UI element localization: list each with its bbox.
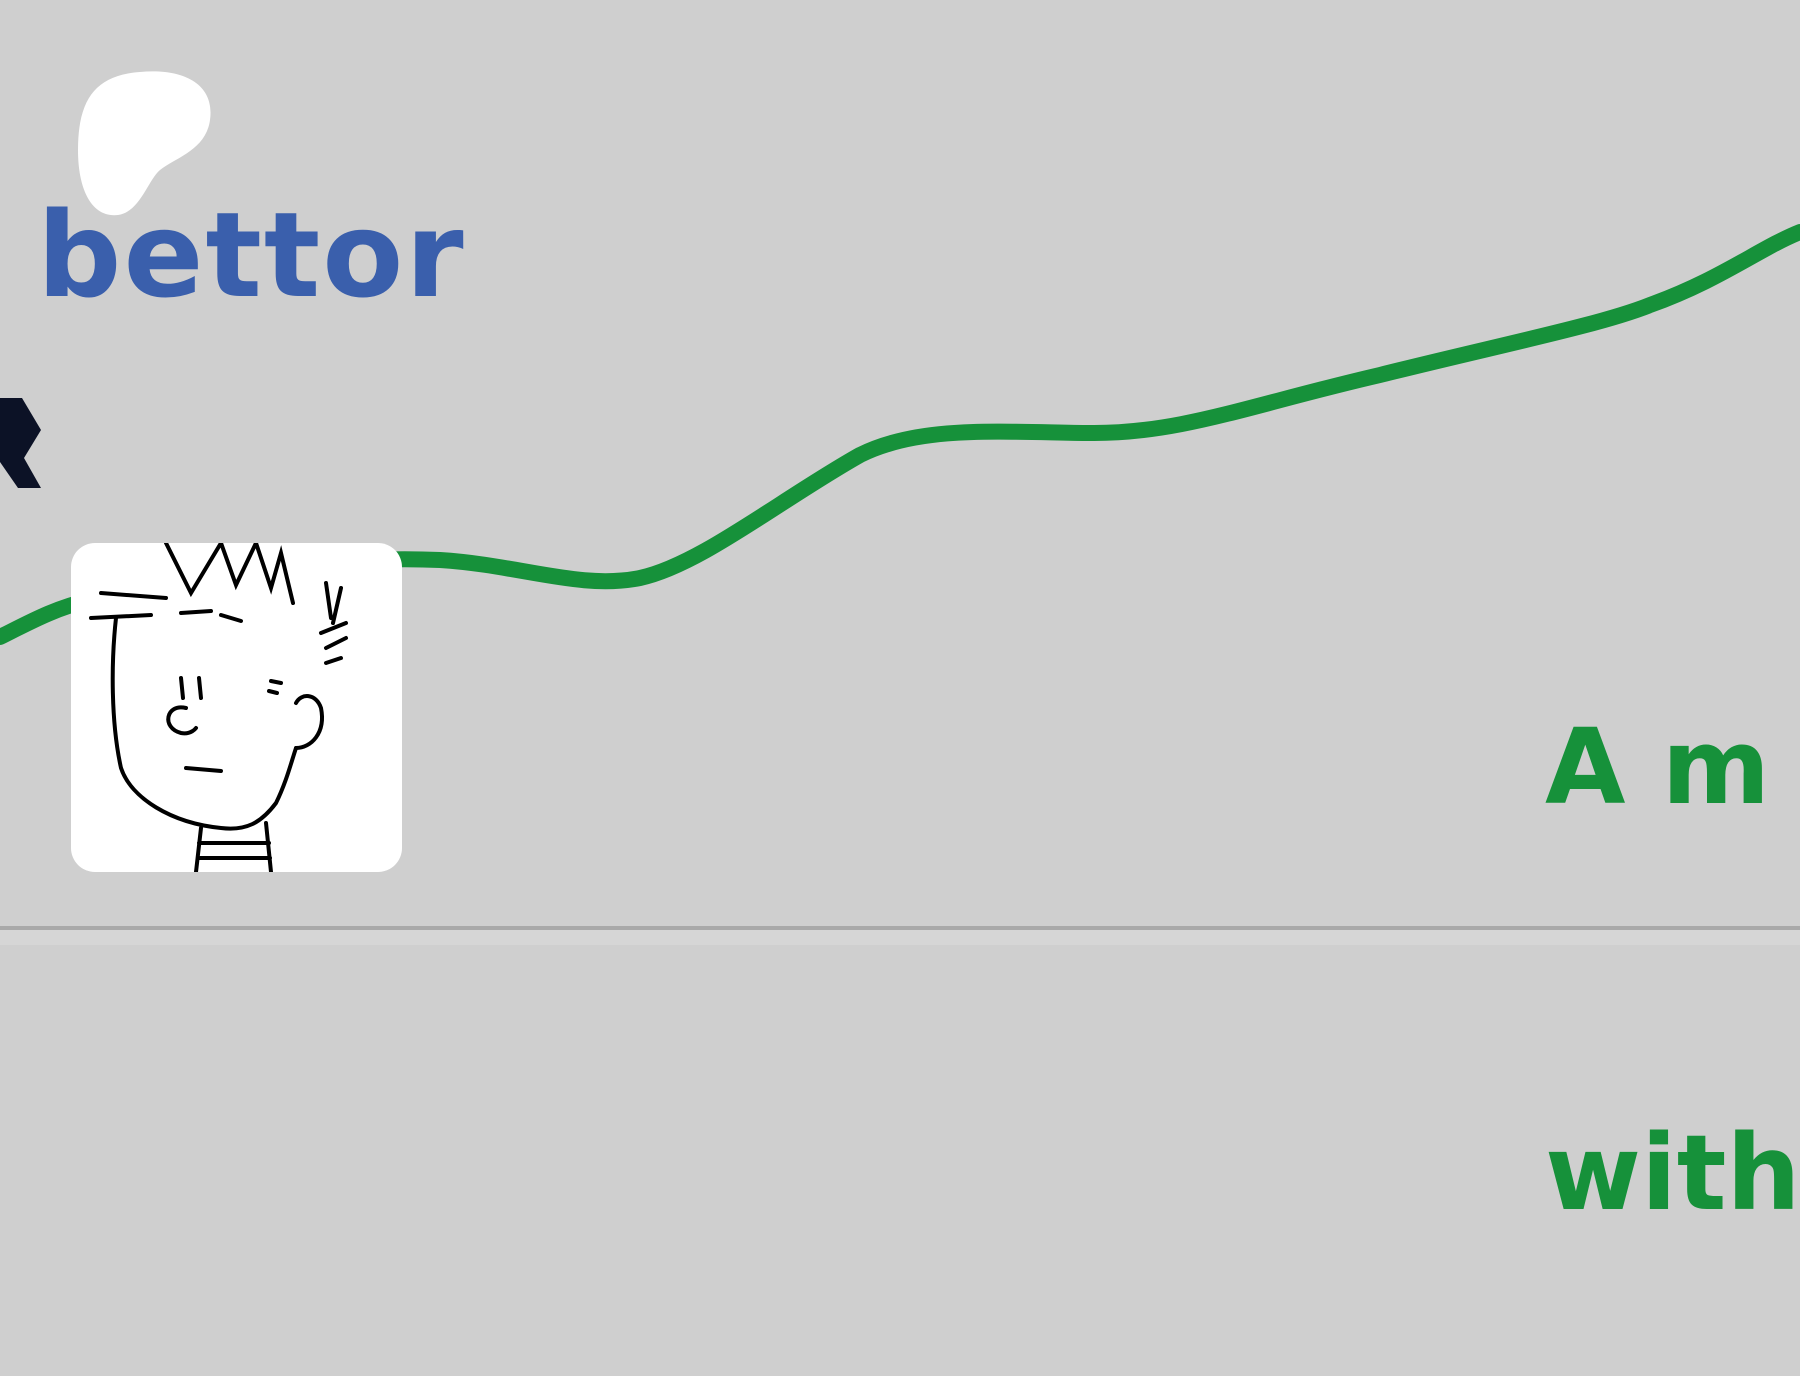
white-blob-logo (78, 71, 211, 216)
tagline-line-2: with (1545, 1111, 1800, 1234)
brand-name: bettor (37, 186, 466, 324)
x-mark-icon (0, 398, 41, 488)
avatar[interactable] (71, 543, 402, 872)
footer-strip (0, 930, 1800, 945)
cartoon-boy-avatar-icon (89, 543, 348, 872)
tagline: A m with (1545, 430, 1800, 1376)
tagline-line-1: A m (1545, 706, 1771, 829)
divider (0, 926, 1800, 930)
